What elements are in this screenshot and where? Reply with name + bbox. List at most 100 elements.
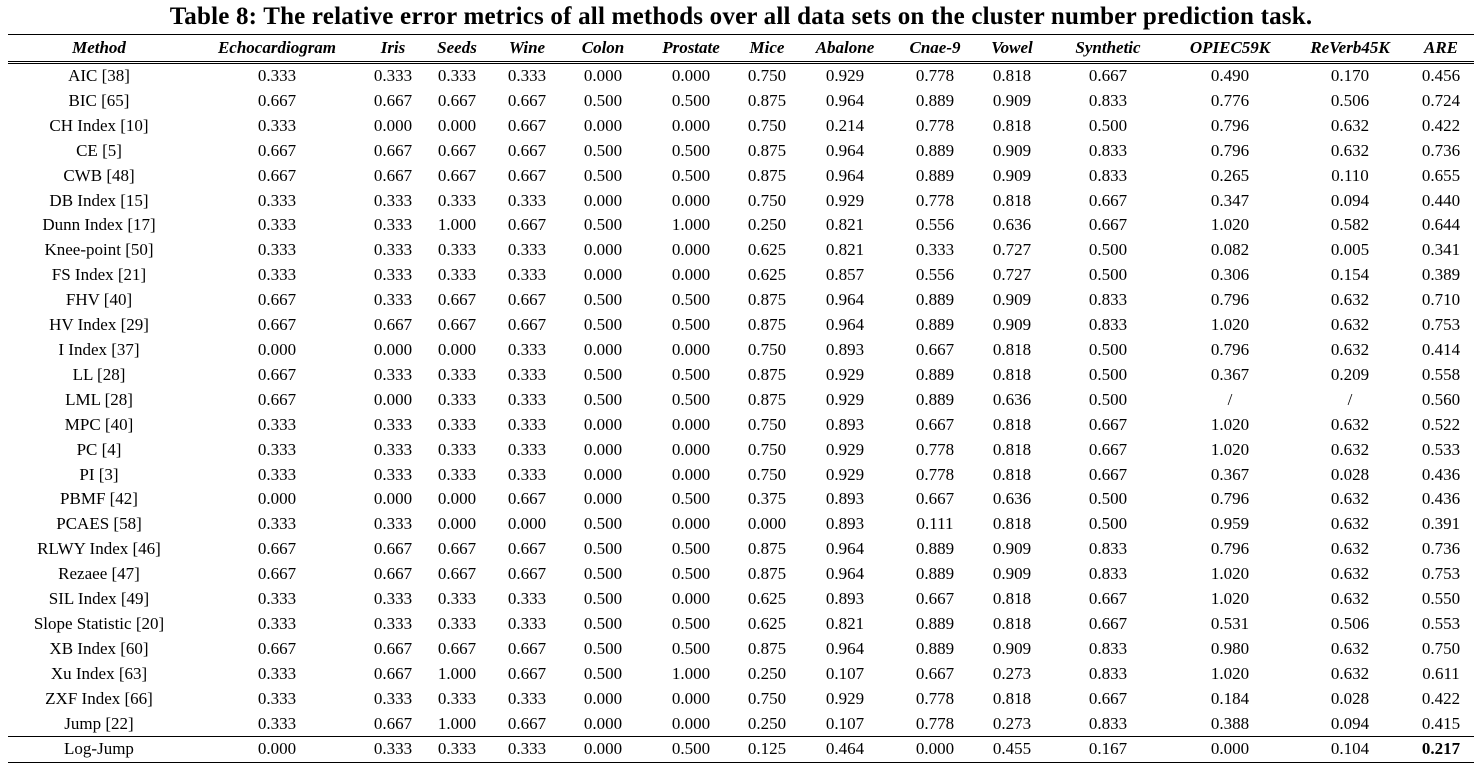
metric-value-cell: 0.611 <box>1422 663 1460 683</box>
metric-value-cell: 0.778 <box>915 115 955 135</box>
metric-value-cell: 0.333 <box>507 265 547 285</box>
metric-value-cell: 0.333 <box>257 464 297 484</box>
header-mice: Mice <box>738 34 796 64</box>
metric-value-cell: 0.667 <box>437 290 477 310</box>
metric-value-cell: 1.020 <box>1210 215 1250 235</box>
metric-value-cell: 0.333 <box>507 190 547 210</box>
metric-value-cell: 0.632 <box>1330 414 1370 434</box>
metric-value-cell: 0.750 <box>747 339 787 359</box>
metric-value-cell: 0.333 <box>364 736 422 764</box>
metric-value-cell: 0.667 <box>1088 589 1128 609</box>
metric-value-cell: 0.818 <box>992 439 1032 459</box>
metric-value-cell: 0.107 <box>825 663 865 683</box>
metric-value-cell: 0.273 <box>992 663 1032 683</box>
results-table: Method Echocardiogram Iris Seeds Wine Co… <box>8 34 1474 764</box>
header-iris: Iris <box>364 34 422 64</box>
metric-value-cell: 0.893 <box>825 489 865 509</box>
metric-value-cell: 0.929 <box>825 688 865 708</box>
metric-value-cell: 0.000 <box>583 489 623 509</box>
metric-value-cell: 0.818 <box>992 364 1032 384</box>
metric-value-cell: 0.500 <box>1088 339 1128 359</box>
metric-value-cell: 0.667 <box>507 539 547 559</box>
metric-value-cell: 0.632 <box>1330 140 1370 160</box>
header-colon: Colon <box>562 34 644 64</box>
metric-value-cell: / <box>1347 389 1353 409</box>
metric-value-cell: 0.506 <box>1330 90 1370 110</box>
metric-value-cell: 0.727 <box>992 265 1032 285</box>
metric-value-cell: 0.818 <box>992 115 1032 135</box>
metric-value-cell: 0.667 <box>437 539 477 559</box>
metric-value-cell: 0.333 <box>257 190 297 210</box>
metric-value-cell: 0.893 <box>825 514 865 534</box>
metric-value-cell: 0.667 <box>915 489 955 509</box>
metric-value-cell: 0.333 <box>437 240 477 260</box>
metric-value-cell: 0.333 <box>373 439 413 459</box>
metric-value-cell: 0.818 <box>992 613 1032 633</box>
metric-value-cell: 0.367 <box>1210 464 1250 484</box>
metric-value-cell: 0.000 <box>583 115 623 135</box>
metric-value-cell: 0.778 <box>915 713 955 733</box>
metric-value-cell: 0.250 <box>747 215 787 235</box>
table-row: LML [28] 0.667 0.000 0.333 0.333 0.500 0.500 0.… <box>8 388 1474 413</box>
metric-value-cell: 0.889 <box>915 564 955 584</box>
metric-value-cell: 0.833 <box>1088 564 1128 584</box>
metric-value-cell: 0.796 <box>1210 290 1250 310</box>
method-name-cell: Knee-point [50] <box>44 240 154 260</box>
metric-value-cell: 0.889 <box>915 315 955 335</box>
metric-value-cell: 0.500 <box>583 564 623 584</box>
method-name-cell: LL [28] <box>72 364 126 384</box>
metric-value-cell: 0.094 <box>1330 713 1370 733</box>
metric-value-cell: 0.333 <box>437 613 477 633</box>
metric-value-cell: 0.632 <box>1330 564 1370 584</box>
table-row: BIC [65] 0.667 0.667 0.667 0.667 0.500 0.500 0.… <box>8 89 1474 114</box>
metric-value-cell: 0.500 <box>671 638 711 658</box>
metric-value-cell: 0.750 <box>1421 638 1461 658</box>
metric-value-cell: 0.333 <box>437 414 477 434</box>
method-name-cell: PBMF [42] <box>60 489 138 509</box>
metric-value-cell: 0.333 <box>507 66 547 85</box>
metric-value-cell: 0.964 <box>825 564 865 584</box>
method-name-cell: SIL Index [49] <box>48 589 150 609</box>
metric-value-cell: 0.217 <box>1408 736 1474 764</box>
metric-value-cell: 0.389 <box>1421 265 1461 285</box>
metric-value-cell: 0.889 <box>915 364 955 384</box>
metric-value-cell: 0.000 <box>671 240 711 260</box>
metric-value-cell: 0.909 <box>992 165 1032 185</box>
table-row: FHV [40] 0.667 0.333 0.667 0.667 0.500 0.500 0.… <box>8 288 1474 313</box>
metric-value-cell: 0.875 <box>747 389 787 409</box>
metric-value-cell: 0.929 <box>825 66 865 85</box>
metric-value-cell: 0.889 <box>915 613 955 633</box>
metric-value-cell: 0.000 <box>671 265 711 285</box>
table-row: ZXF Index [66] 0.333 0.333 0.333 0.333 0.000 0… <box>8 687 1474 712</box>
metric-value-cell: 0.500 <box>1088 115 1128 135</box>
metric-value-cell: 0.214 <box>825 115 865 135</box>
metric-value-cell: 0.636 <box>992 489 1032 509</box>
metric-value-cell: 0.333 <box>507 240 547 260</box>
metric-value-cell: 0.000 <box>583 414 623 434</box>
metric-value-cell: 0.367 <box>1210 364 1250 384</box>
metric-value-cell: 0.500 <box>583 90 623 110</box>
metric-value-cell: 0.909 <box>992 539 1032 559</box>
metric-value-cell: 0.875 <box>747 165 787 185</box>
metric-value-cell: 0.667 <box>373 638 413 658</box>
method-name-cell: XB Index [60] <box>49 638 149 658</box>
metric-value-cell: 0.333 <box>257 215 297 235</box>
metric-value-cell: 0.667 <box>257 564 297 584</box>
metric-value-cell: 0.750 <box>747 414 787 434</box>
metric-value-cell: 0.500 <box>583 589 623 609</box>
metric-value-cell: 0.632 <box>1330 439 1370 459</box>
metric-value-cell: 0.125 <box>738 736 796 764</box>
metric-value-cell: 0.333 <box>507 339 547 359</box>
metric-value-cell: 0.929 <box>825 190 865 210</box>
metric-value-cell: 0.333 <box>257 713 297 733</box>
metric-value-cell: 0.333 <box>422 736 492 764</box>
metric-value-cell: 0.000 <box>671 66 711 85</box>
metric-value-cell: 0.436 <box>1421 489 1461 509</box>
metric-value-cell: 0.333 <box>507 389 547 409</box>
table-row: Xu Index [63] 0.333 0.667 1.000 0.667 0.500 1.… <box>8 662 1474 687</box>
metric-value-cell: 0.929 <box>825 439 865 459</box>
metric-value-cell: 0.333 <box>915 240 955 260</box>
metric-value-cell: 0.170 <box>1330 66 1370 85</box>
metric-value-cell: 0.909 <box>992 315 1032 335</box>
metric-value-cell: 0.000 <box>507 514 547 534</box>
